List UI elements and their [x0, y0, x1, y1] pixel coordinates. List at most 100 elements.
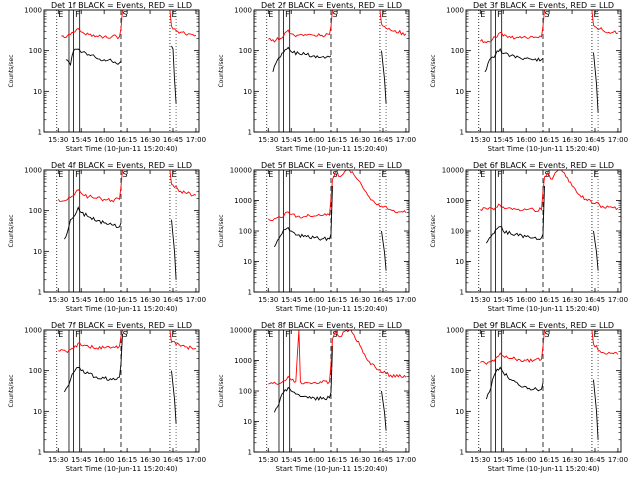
y-tick-label: 100 — [239, 388, 252, 396]
events-series-line — [484, 48, 544, 73]
x-tick-label: 16:00 — [516, 296, 536, 304]
y-tick-label: 1000 — [446, 327, 464, 335]
marker-label: E — [593, 330, 598, 339]
lld-series-line — [169, 329, 196, 351]
x-tick-label: 16:00 — [94, 136, 114, 144]
x-tick-label: 16:15 — [539, 296, 559, 304]
lld-series-line — [169, 9, 197, 37]
lld-series-line — [479, 9, 545, 44]
y-axis-label: Counts/sec — [218, 214, 225, 247]
marker-label: S — [122, 330, 127, 339]
events-series-line — [593, 230, 599, 271]
lld-series-line — [169, 169, 197, 197]
lld-series-line — [480, 169, 619, 213]
x-tick-label: 16:45 — [373, 136, 393, 144]
events-series-line — [593, 52, 599, 113]
events-series-line — [65, 48, 122, 67]
marker-label: E — [480, 170, 485, 179]
marker-label: E — [268, 10, 273, 19]
x-tick-label: 16:15 — [327, 136, 347, 144]
plot-frame — [43, 9, 200, 133]
y-tick-label: 1000 — [24, 7, 42, 15]
panel-title: Det 8f BLACK = Events, RED = LLD — [261, 321, 402, 330]
panel-det-2: Det 2f BLACK = Events, RED = LLD Counts/s… — [218, 1, 416, 153]
x-tick-label: 15:30 — [48, 296, 68, 304]
y-tick-label: 10 — [33, 88, 42, 96]
y-axis-label: Counts/sec — [430, 214, 437, 247]
plot-frame — [43, 329, 200, 453]
y-tick-label: 1000 — [24, 167, 42, 175]
panel-det-7: Det 7f BLACK = Events, RED = LLD Counts/s… — [8, 321, 206, 473]
events-series-line — [171, 219, 177, 280]
marker-label: F — [75, 170, 80, 179]
lld-series-line — [61, 9, 123, 40]
x-tick-label: 16:30 — [140, 136, 160, 144]
panel-title: Det 3f BLACK = Events, RED = LLD — [473, 1, 614, 10]
x-tick-label: 15:45 — [493, 456, 513, 464]
x-tick-label: 16:00 — [94, 296, 114, 304]
marker-label: F — [285, 10, 290, 19]
x-tick-label: 16:15 — [539, 136, 559, 144]
x-tick-label: 15:45 — [281, 296, 301, 304]
x-tick-label: 15:45 — [71, 136, 91, 144]
marker-label: F — [285, 170, 290, 179]
events-series-line — [64, 206, 122, 240]
x-axis-label: Start Time (10-Jun-11 15:20:40) — [276, 145, 388, 153]
events-series-line — [486, 185, 545, 244]
panel-det-9: Det 9f BLACK = Events, RED = LLD Counts/s… — [430, 321, 628, 473]
x-axis-label: Start Time (10-Jun-11 15:20:40) — [66, 465, 178, 473]
y-tick-label: 1 — [460, 129, 464, 137]
y-tick-label: 1000 — [446, 197, 464, 205]
x-tick-label: 16:30 — [562, 296, 582, 304]
x-tick-label: 16:30 — [562, 136, 582, 144]
y-tick-label: 1000 — [234, 197, 252, 205]
x-tick-label: 15:30 — [258, 136, 278, 144]
y-tick-label: 10 — [455, 258, 464, 266]
marker-label: S — [122, 170, 127, 179]
y-tick-label: 1 — [38, 129, 42, 137]
marker-label: E — [58, 330, 63, 339]
panel-title: Det 4f BLACK = Events, RED = LLD — [51, 161, 192, 170]
events-series-line — [381, 50, 387, 104]
y-axis-label: Counts/sec — [430, 54, 437, 87]
x-axis-label: Start Time (10-Jun-11 15:20:40) — [488, 305, 600, 313]
marker-label: F — [75, 10, 80, 19]
lld-series-line — [591, 329, 619, 355]
x-tick-label: 16:45 — [585, 136, 605, 144]
y-tick-label: 100 — [29, 207, 42, 215]
y-tick-label: 100 — [29, 47, 42, 55]
x-tick-label: 16:00 — [304, 456, 324, 464]
y-tick-label: 10 — [33, 248, 42, 256]
y-tick-label: 10000 — [230, 167, 252, 175]
marker-label: E — [58, 170, 63, 179]
marker-label: S — [122, 10, 127, 19]
events-series-line — [64, 333, 123, 393]
y-tick-label: 100 — [29, 367, 42, 375]
y-tick-label: 1000 — [24, 327, 42, 335]
y-tick-label: 1 — [248, 129, 252, 137]
events-series-line — [274, 185, 333, 248]
y-tick-label: 1 — [460, 449, 464, 457]
lld-series-line — [591, 9, 619, 35]
y-axis-label: Counts/sec — [8, 214, 15, 247]
marker-label: S — [332, 10, 337, 19]
y-tick-label: 1000 — [234, 357, 252, 365]
y-tick-label: 1 — [460, 289, 464, 297]
y-axis-label: Counts/sec — [8, 374, 15, 407]
marker-label: S — [544, 10, 549, 19]
x-tick-label: 17:00 — [608, 296, 628, 304]
plot-frame — [253, 9, 410, 133]
lld-series-line — [57, 169, 123, 203]
x-tick-label: 17:00 — [396, 296, 416, 304]
plot-frame — [253, 169, 410, 293]
events-series-line — [171, 370, 177, 424]
y-tick-label: 10000 — [442, 167, 464, 175]
x-tick-label: 16:00 — [516, 456, 536, 464]
x-tick-label: 15:30 — [470, 296, 490, 304]
lld-series-line — [379, 9, 407, 37]
marker-label: F — [75, 330, 80, 339]
panel-det-8: Det 8f BLACK = Events, RED = LLD Counts/s… — [218, 321, 416, 473]
marker-label: S — [332, 330, 337, 339]
panel-title: Det 5f BLACK = Events, RED = LLD — [261, 161, 402, 170]
